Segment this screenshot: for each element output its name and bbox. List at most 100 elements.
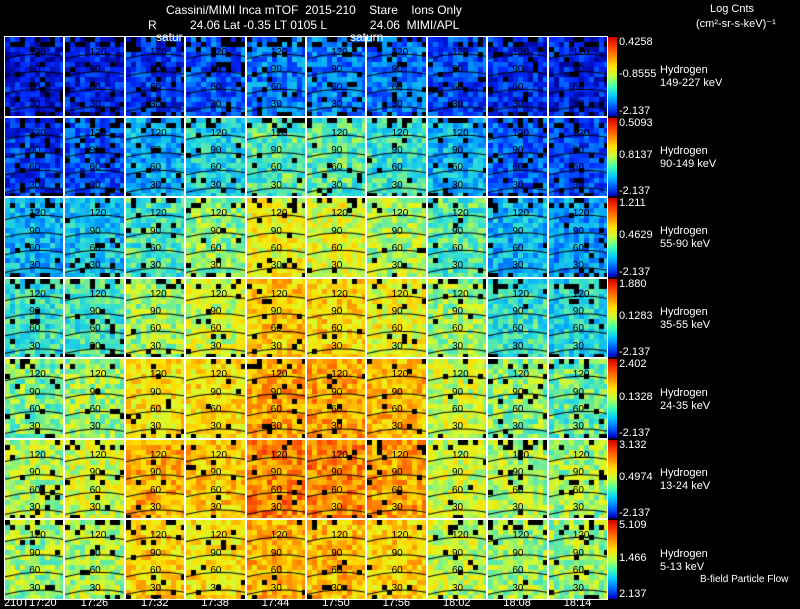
heatmap-panel: 120 90 60 30 xyxy=(4,358,65,439)
panel-angle-label: 120 xyxy=(331,47,348,58)
heatmap-cells xyxy=(65,117,124,197)
panel-angle-label: 60 xyxy=(391,162,403,174)
panel-angle-label: 120 xyxy=(270,127,288,139)
panel-angle-label: 120 xyxy=(572,288,590,300)
panel-angle-label: 120 xyxy=(451,530,469,542)
panel-angle-label: 120 xyxy=(572,530,590,542)
heatmap-panel: 120 90 60 30 xyxy=(185,519,246,600)
colorbar-mid-label: 0.1328 xyxy=(619,390,653,403)
heatmap-cells xyxy=(5,520,64,599)
panel-angle-label: 30 xyxy=(210,260,222,272)
heatmap-cells xyxy=(548,439,607,519)
heatmap-cells xyxy=(367,359,426,438)
row-energy: 24-35 keV xyxy=(660,399,711,412)
panel-angle-label: 30 xyxy=(270,99,282,111)
panel-angle-label: 60 xyxy=(451,81,464,93)
heatmap-panel: 120 90 60 30 xyxy=(366,197,427,278)
chart-subtitle: R 24.06 Lat -0.35 LT 0105 L 24.06 MIMI/A… xyxy=(148,18,460,32)
heatmap-panel: 120 90 60 30 xyxy=(64,36,125,117)
panel-angle-label: 60 xyxy=(89,162,101,174)
panel-angle-label: 120 xyxy=(270,47,288,58)
heatmap-cells xyxy=(427,37,487,116)
panel-angle-label: 90 xyxy=(89,144,101,156)
heatmap-cells xyxy=(125,520,185,599)
colorbar-min-label: -2.137 xyxy=(619,185,651,198)
panel-angle-label: 60 xyxy=(391,81,403,93)
units-title: Log Cnts xyxy=(710,3,755,15)
panel-angle-label: 60 xyxy=(149,162,162,174)
heatmap-panel: 120 90 60 30 xyxy=(64,197,125,278)
colorbar-min-label: -2.137 xyxy=(619,265,651,278)
panel-angle-label: 120 xyxy=(572,449,590,461)
panel-angle-label: 120 xyxy=(270,449,288,461)
x-tick-label: 18:14 xyxy=(563,597,592,609)
heatmap-cells xyxy=(307,359,366,438)
heatmap-panel: 120 90 60 30 xyxy=(306,438,367,520)
colorbar-mid-label: 0.4629 xyxy=(619,229,653,242)
heatmap-cells xyxy=(427,439,487,519)
heatmap-panel: 120 90 60 30 xyxy=(487,519,548,600)
panel-angle-label: 120 xyxy=(29,208,46,220)
panel-angle-label: 90 xyxy=(512,225,524,237)
heatmap-panel: 120 90 60 30 xyxy=(547,277,608,359)
panel-angle-label: 60 xyxy=(451,323,464,335)
panel-angle-label: 60 xyxy=(331,242,343,254)
panel-angle-label: 120 xyxy=(29,530,46,542)
heatmap-panel: 120 90 60 30 xyxy=(4,519,65,600)
panel-angle-label: 30 xyxy=(572,260,584,272)
panel-angle-label: 120 xyxy=(391,47,409,58)
panel-angle-label: 30 xyxy=(512,179,524,191)
panel-angle-label: 30 xyxy=(572,340,584,352)
panel-angle-label: 120 xyxy=(89,208,107,220)
panel-angle-label: 90 xyxy=(391,547,403,559)
panel-angle-label: 30 xyxy=(391,340,403,352)
heatmap-panel: 120 90 60 30 xyxy=(306,519,367,600)
panel-angle-label: 30 xyxy=(89,501,101,513)
colorbar xyxy=(608,198,617,277)
colorbar xyxy=(608,359,617,438)
panel-angle-label: 90 xyxy=(29,386,41,398)
panel-angle-label: 90 xyxy=(331,144,343,156)
panel-angle-label: 30 xyxy=(210,421,222,433)
heatmap-cells xyxy=(246,439,305,519)
panel-angle-label: 30 xyxy=(391,421,403,433)
heatmap-grid: 120 90 60 30 120 90 60 30 120 90 60 30 120 90 60 30 120 9… xyxy=(4,36,608,600)
heatmap-cells xyxy=(65,37,124,116)
panel-angle-label: 30 xyxy=(331,260,343,272)
x-tick-label: 18:02 xyxy=(443,597,471,609)
panel-angle-label: 30 xyxy=(149,260,162,272)
panel-angle-label: 30 xyxy=(89,179,101,191)
heatmap-cells xyxy=(488,37,547,116)
heatmap-panel: 120 90 60 30 xyxy=(185,116,246,198)
panel-angle-label: 30 xyxy=(451,260,464,272)
colorbar xyxy=(608,37,617,116)
panel-angle-label: 90 xyxy=(572,306,584,318)
panel-angle-label: 120 xyxy=(210,530,228,542)
row-label: Hydrogen 55-90 keV xyxy=(660,225,710,251)
colorbar-max-label: 1.211 xyxy=(619,197,646,210)
heatmap-panel: 120 90 60 30 xyxy=(245,438,306,520)
heatmap-cells xyxy=(548,359,607,438)
panel-angle-label: 120 xyxy=(391,288,409,300)
heatmap-cells xyxy=(186,278,245,358)
panel-angle-label: 120 xyxy=(149,47,167,58)
panel-angle-label: 120 xyxy=(451,127,469,139)
heatmap-cells xyxy=(5,439,64,519)
saturn-marker-right: saturn xyxy=(350,30,384,44)
heatmap-cells xyxy=(246,37,305,116)
heatmap-cells xyxy=(307,198,366,277)
panel-angle-label: 90 xyxy=(210,225,222,237)
colorbar-max-label: 2.402 xyxy=(619,358,647,371)
panel-angle-label: 90 xyxy=(451,386,464,398)
heatmap-cells xyxy=(488,439,547,519)
panel-angle-label: 120 xyxy=(149,127,167,139)
panel-angle-label: 90 xyxy=(512,386,524,398)
heatmap-panel: 120 90 60 30 xyxy=(124,519,186,600)
panel-angle-label: 120 xyxy=(391,127,409,139)
heatmap-cells xyxy=(246,117,305,197)
panel-angle-label: 30 xyxy=(149,501,162,513)
heatmap-cells xyxy=(488,359,547,438)
heatmap-panel: 120 90 60 30 xyxy=(487,438,548,520)
panel-angle-label: 90 xyxy=(270,547,282,559)
row-energy: 55-90 keV xyxy=(660,238,711,251)
